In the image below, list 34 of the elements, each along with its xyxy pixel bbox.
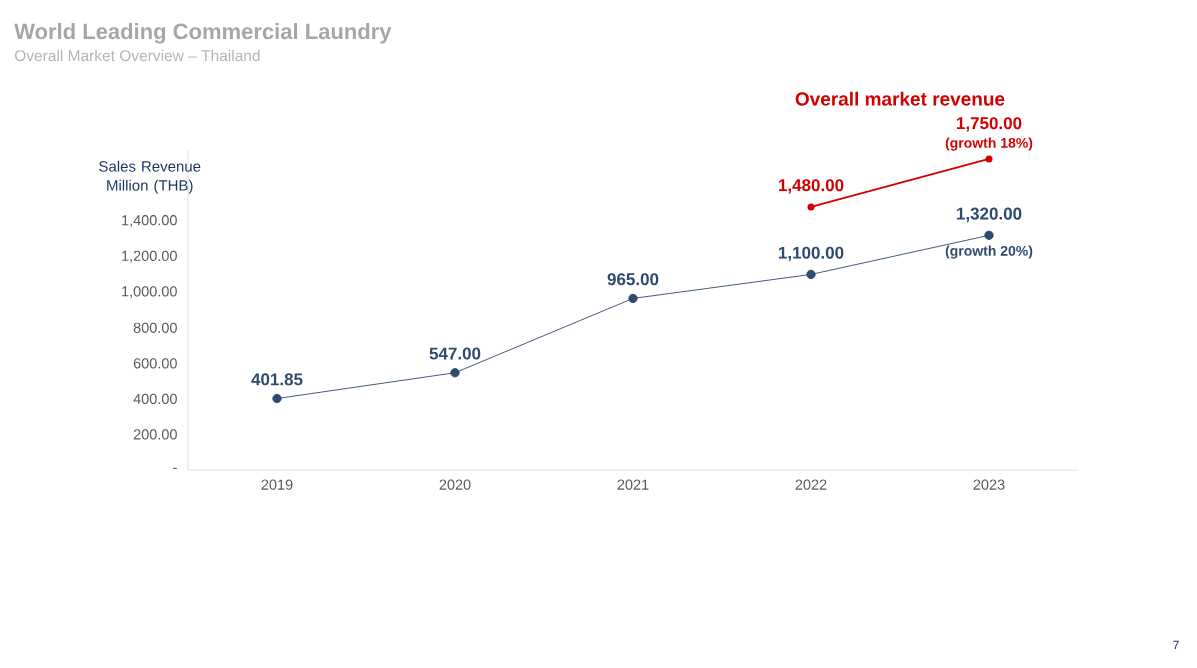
y-tick-label: 200.00 xyxy=(133,429,177,440)
y-axis-title: Sales Revenue Million (THB) xyxy=(99,160,201,194)
chart-title: World Leading Commercial Laundry xyxy=(14,23,392,44)
chart-subtitle: Overall Market Overview – Thailand xyxy=(14,49,260,62)
point xyxy=(985,155,993,163)
y-tick-label: 1,400.00 xyxy=(122,215,177,228)
data-label: 547.00 xyxy=(429,347,481,360)
x-tick-label: 2021 xyxy=(617,479,649,490)
y-tick-label: 1,200.00 xyxy=(122,250,177,263)
point xyxy=(450,368,460,378)
y-tick-label: 400.00 xyxy=(133,393,177,405)
annotation: (growth 20%) xyxy=(945,245,1033,259)
text: 7 xyxy=(1173,640,1179,650)
point xyxy=(807,203,815,211)
annotation: (growth 18%) xyxy=(945,137,1033,151)
y-tick-label: - xyxy=(173,467,177,469)
data-label: 1,750.00 xyxy=(956,117,1022,132)
data-label: 1,480.00 xyxy=(778,179,844,194)
y-tick-label: 1,000.00 xyxy=(122,286,177,299)
y-tick-label: 600.00 xyxy=(133,358,177,369)
x-tick-label: 2019 xyxy=(261,479,293,490)
point xyxy=(628,293,638,304)
data-label: 965.00 xyxy=(607,273,659,286)
data-label: 1,320.00 xyxy=(956,207,1022,223)
point xyxy=(984,230,994,240)
x-tick-label: 2020 xyxy=(439,479,471,490)
data-label: 401.85 xyxy=(251,373,303,386)
x-tick-label: 2023 xyxy=(973,479,1005,490)
point xyxy=(806,269,816,280)
point xyxy=(272,393,282,404)
x-tick-label: 2022 xyxy=(795,479,827,490)
text: Overall market revenue xyxy=(795,91,1005,106)
data-label: 1,100.00 xyxy=(778,246,844,262)
y-tick-label: 800.00 xyxy=(133,322,177,333)
